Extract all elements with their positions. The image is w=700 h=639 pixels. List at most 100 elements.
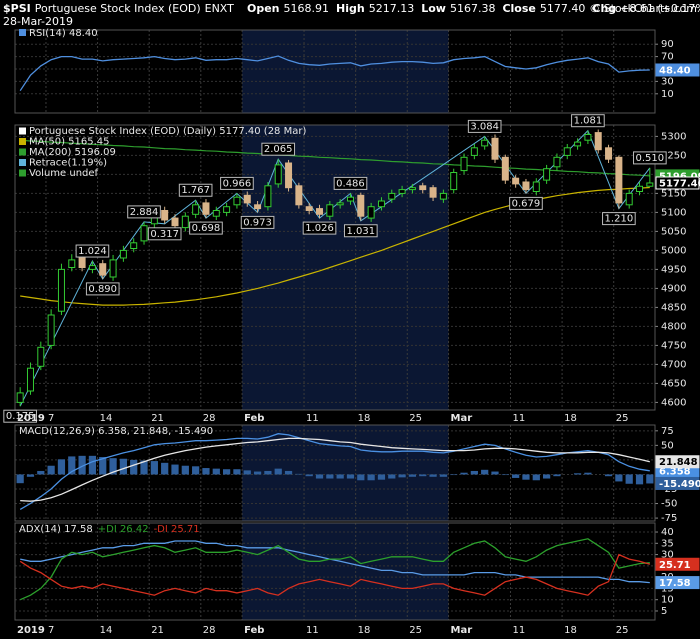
- x-tick-label: 21: [151, 625, 164, 636]
- candle-body: [181, 215, 189, 229]
- candle-body: [512, 177, 520, 185]
- histogram-bar: [212, 468, 220, 475]
- candle-body: [563, 147, 571, 156]
- retrace-label-box: [85, 282, 120, 296]
- histogram-bar: [223, 469, 231, 475]
- histogram-bar: [192, 466, 200, 475]
- rsi-line: [19, 55, 650, 92]
- histogram-bar: [274, 468, 282, 475]
- y-tick-label: 10: [661, 89, 674, 100]
- x-tick-label: 11: [512, 413, 525, 424]
- panel-frame: [14, 522, 656, 621]
- histogram-bar: [16, 474, 24, 484]
- moving-average: [20, 186, 650, 306]
- candle-body: [543, 168, 551, 181]
- last-value-box: [655, 63, 700, 77]
- x-tick-label: Feb: [244, 413, 264, 424]
- retrace-label: 2.884: [130, 207, 159, 218]
- legend-label: Retrace(1.19%): [29, 158, 107, 169]
- histogram-bar: [171, 464, 179, 475]
- candle-body: [625, 192, 633, 206]
- retrace-label: 0.175: [6, 411, 35, 422]
- histogram-bar: [357, 474, 365, 481]
- quote-value: 5177.40: [540, 2, 586, 15]
- quote-label: Low: [421, 2, 446, 15]
- candle-body: [636, 185, 644, 192]
- y-tick-label: 5: [661, 606, 667, 617]
- candle-body: [109, 259, 117, 278]
- candle-body: [646, 182, 654, 187]
- histogram-bar: [584, 472, 592, 475]
- retrace-label-box: [261, 142, 296, 156]
- legend-swatch: [19, 148, 26, 156]
- histogram-bar: [615, 474, 623, 482]
- histogram-bar: [398, 474, 406, 478]
- candle-body: [130, 242, 138, 250]
- candle-body: [594, 132, 602, 151]
- y-tick-label: 75: [661, 426, 674, 437]
- candle-body: [481, 139, 489, 147]
- histogram-bar: [450, 474, 458, 476]
- legend-label: +DI 26.42: [98, 524, 149, 535]
- x-tick-label: 18: [358, 413, 371, 424]
- histogram-bar: [88, 455, 97, 475]
- y-tick-label: 4600: [661, 397, 686, 408]
- candle-body: [522, 181, 530, 191]
- retrace-label: 0.317: [150, 229, 179, 240]
- panel-title: MACD(12,26,9) 6.358, 21.848, -15.490: [19, 426, 213, 437]
- candle-body: [192, 204, 200, 215]
- x-tick-label: 11: [512, 625, 525, 636]
- histogram-bar: [470, 470, 478, 475]
- candle-body: [295, 185, 303, 206]
- histogram-bar: [481, 469, 489, 475]
- legend-swatch: [19, 29, 26, 36]
- histogram-bar: [68, 456, 76, 475]
- y-tick-label: 4950: [661, 264, 686, 275]
- retrace-label-box: [602, 212, 636, 226]
- legend-swatch: [19, 138, 26, 145]
- y-tick-label: 4850: [661, 302, 686, 313]
- chart-title: $PSI Portuguese Stock Index (EOD) ENXT: [3, 2, 234, 15]
- candle-body: [450, 172, 458, 191]
- legend-swatch: [19, 159, 26, 166]
- last-value-label: 17.58: [659, 578, 691, 589]
- histogram-bar: [512, 474, 520, 478]
- retrace-label-box: [127, 205, 161, 219]
- quote-value: 5168.91: [284, 2, 330, 15]
- retrace-label: 3.084: [470, 121, 499, 132]
- x-tick-label: 25: [616, 413, 629, 424]
- y-tick-label: 5300: [661, 131, 686, 142]
- y-tick-label: 30: [661, 76, 674, 87]
- y-tick-label: 30: [661, 550, 674, 561]
- legend: ADX(14) 17.58 +DI 26.42 -DI 25.71: [19, 524, 200, 535]
- macd-line: [20, 437, 650, 502]
- retrace-label-box: [75, 244, 110, 258]
- histogram-bar: [625, 474, 633, 484]
- histogram-bar: [233, 469, 241, 475]
- legend-label: Portuguese Stock Index (EOD) (Daily) 517…: [29, 126, 306, 137]
- candle-body: [336, 202, 344, 206]
- histogram-bar: [253, 471, 262, 475]
- copyright: © StockCharts.com: [589, 2, 697, 15]
- retrace-label: 0.486: [336, 178, 365, 189]
- candle-body: [140, 225, 148, 242]
- candle-body: [501, 156, 509, 181]
- y-tick-label: 50: [661, 440, 674, 451]
- last-value-label: 6.358: [659, 466, 691, 477]
- quote-label: Open: [247, 2, 280, 15]
- x-tick-label: 11: [306, 625, 319, 636]
- candle-body: [57, 268, 65, 312]
- last-value-box: [655, 455, 700, 469]
- candle-body: [88, 265, 96, 270]
- y-tick-label: 35: [661, 538, 674, 549]
- candle-body: [202, 202, 210, 215]
- y-tick-label: -75: [661, 513, 677, 524]
- y-tick-label: 5000: [661, 245, 686, 256]
- quote-value: +8.61 (+0.17%): [620, 2, 700, 15]
- quote-label: Chg: [592, 2, 616, 15]
- histogram-bar: [573, 473, 582, 475]
- x-tick-label: 2019: [17, 625, 45, 636]
- histogram-bar: [37, 470, 45, 475]
- panel-frame: [14, 424, 656, 522]
- histogram-bar: [532, 474, 540, 481]
